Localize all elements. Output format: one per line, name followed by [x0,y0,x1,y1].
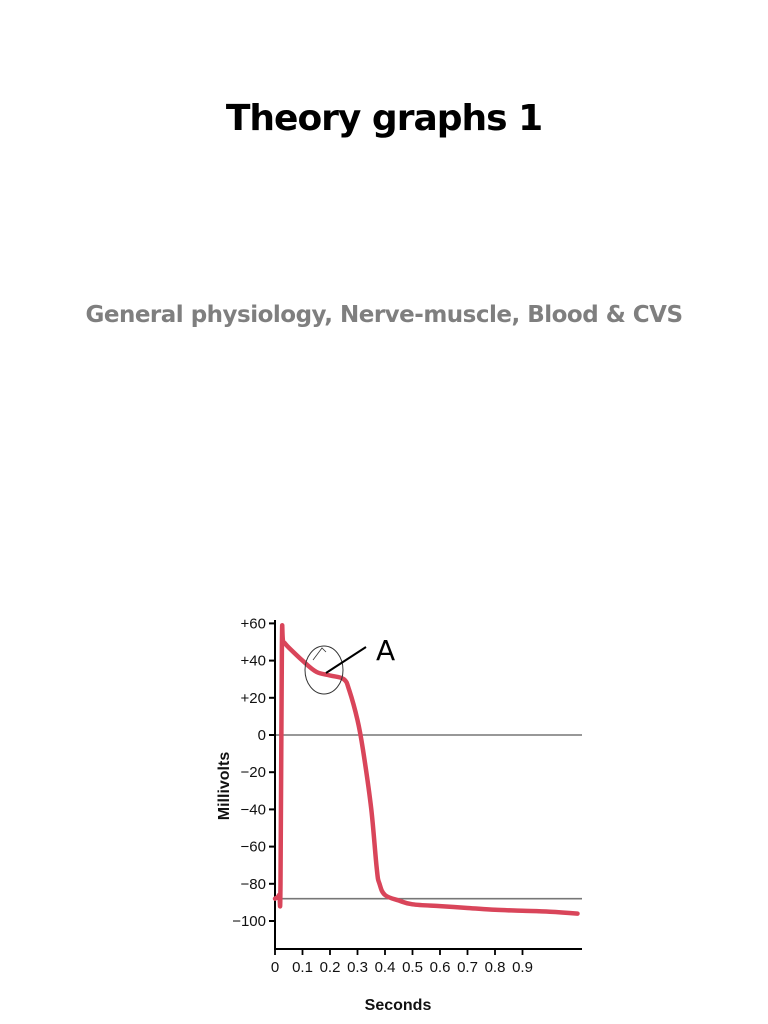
x-axis-ticks: 0 0.1 0.2 0.3 0.4 0.5 0.6 0.7 0.8 0.9 [271,949,533,976]
reference-lines [275,734,582,900]
y-axis-ticks: +60 +40 +20 0 −20 −40 −60 −80 −100 [232,615,275,930]
action-potential-trace [272,623,580,916]
x-tick-label: 0.3 [347,959,368,976]
y-tick-label: −80 [241,876,266,893]
annotation-check-mark [312,647,327,661]
slide-title: Theory graphs 1 [225,98,543,139]
y-tick-label: −100 [232,913,266,930]
x-tick-label: 0.8 [485,959,506,976]
y-tick-label: −40 [241,801,266,818]
x-tick-label: 0.2 [320,959,341,976]
x-axis-title: Seconds [365,997,432,1014]
annotation-label-a: A [376,634,395,667]
y-tick-label: 0 [258,727,266,744]
slide-subtitle: General physiology, Nerve-muscle, Blood … [85,302,683,328]
annotation-circle [304,645,344,695]
x-tick-label: 0 [271,959,279,976]
x-tick-label: 0.6 [430,959,451,976]
y-axis-title: Millivolts [216,752,233,821]
y-tick-label: −60 [241,839,266,856]
x-tick-label: 0.4 [375,959,396,976]
x-tick-label: 0.7 [457,959,478,976]
x-tick-label: 0.9 [512,959,533,976]
annotation-a: A [304,634,395,695]
x-tick-label: 0.1 [292,959,313,976]
y-tick-label: +20 [241,690,266,707]
annotation-arrow-line [325,646,367,674]
y-tick-label: +60 [241,615,266,632]
y-tick-label: −20 [241,764,266,781]
y-tick-label: +40 [241,653,266,670]
x-tick-label: 0.5 [402,959,423,976]
axes [274,620,582,950]
